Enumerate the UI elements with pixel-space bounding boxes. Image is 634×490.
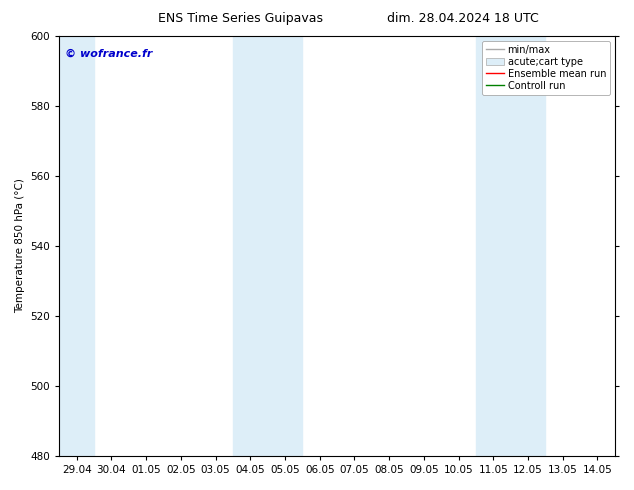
Text: ENS Time Series Guipavas: ENS Time Series Guipavas [158,12,323,25]
Y-axis label: Temperature 850 hPa (°C): Temperature 850 hPa (°C) [15,179,25,314]
Bar [476,36,545,456]
Bar [233,36,302,456]
Text: © wofrance.fr: © wofrance.fr [65,49,152,59]
Legend: min/max, acute;cart type, Ensemble mean run, Controll run: min/max, acute;cart type, Ensemble mean … [482,41,610,95]
Text: dim. 28.04.2024 18 UTC: dim. 28.04.2024 18 UTC [387,12,539,25]
Bar [60,36,94,456]
